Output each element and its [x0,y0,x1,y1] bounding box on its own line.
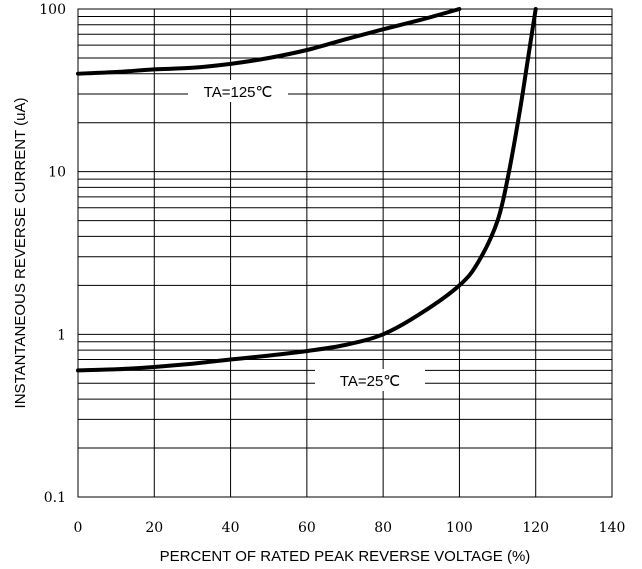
series-curves: TA=125℃ TA=25℃ [76,7,538,391]
y-tick-label: 100 [39,2,66,18]
x-tick-label: 0 [74,520,83,536]
x-tick-label: 60 [298,520,316,536]
x-tick-label: 100 [446,520,473,536]
series-line [76,7,462,76]
y-axis-title: INSTANTANEOUS REVERSE CURRENT (uA) [12,98,29,409]
series-label-background [188,80,288,102]
x-tick-label: 120 [522,520,549,536]
y-tick-label: 1 [57,327,66,343]
plot-frame [77,8,613,498]
series-line [76,7,538,373]
series-label: TA=125℃ [204,84,273,101]
x-axis-title: PERCENT OF RATED PEAK REVERSE VOLTAGE (%… [160,548,531,565]
grid [77,9,613,497]
x-tick-label: 140 [599,520,626,536]
y-tick-label: 10 [48,165,66,181]
series-label-background [315,369,425,391]
x-tick-label: 20 [145,520,163,536]
x-tick-label: 40 [222,520,240,536]
series-label: TA=25℃ [340,373,400,390]
x-tick-label: 80 [374,520,392,536]
y-tick-label: 0.1 [44,490,66,506]
tick-labels: 0 20 40 60 80 100 120 140 100 10 1 0.1 [39,2,625,536]
